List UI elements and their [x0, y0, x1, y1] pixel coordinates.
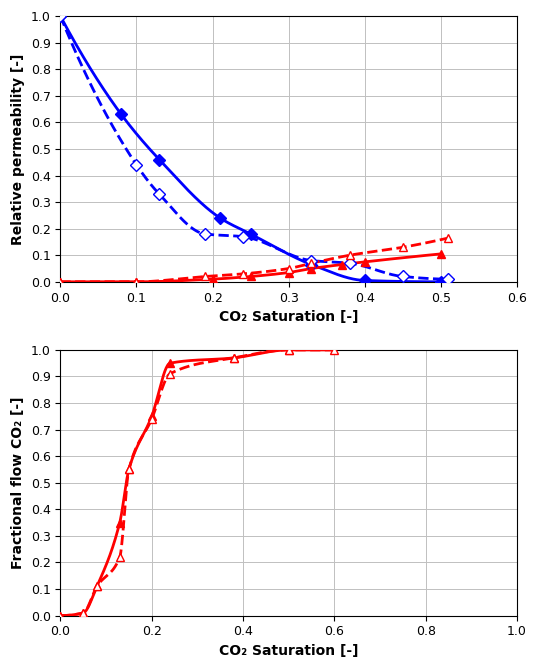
- X-axis label: CO₂ Saturation [-]: CO₂ Saturation [-]: [219, 644, 358, 658]
- Y-axis label: Relative permeability [-]: Relative permeability [-]: [11, 54, 25, 245]
- Y-axis label: Fractional flow CO₂ [-]: Fractional flow CO₂ [-]: [11, 397, 25, 569]
- X-axis label: CO₂ Saturation [-]: CO₂ Saturation [-]: [219, 310, 358, 324]
